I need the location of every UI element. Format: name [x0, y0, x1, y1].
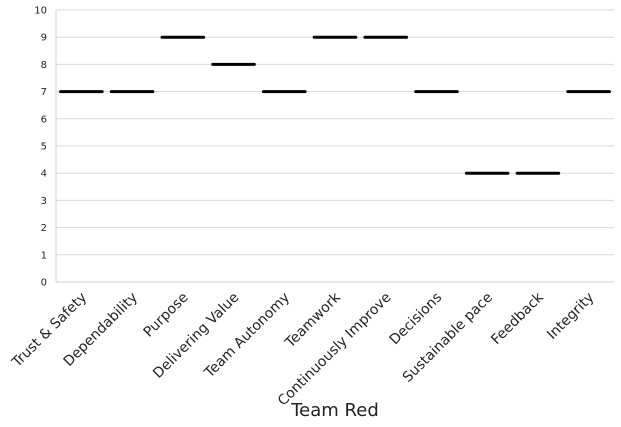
x-tick-label: Feedback [488, 289, 547, 348]
x-tick-label: Team Autonomy [201, 290, 293, 382]
y-tick-labels: 0 1 2 3 4 5 6 7 8 9 10 [34, 6, 47, 289]
y-tick-label: 5 [41, 142, 47, 153]
x-tick-label: Purpose [141, 290, 192, 341]
median-lines [59, 35, 611, 175]
x-tick-label: Integrity [544, 290, 597, 343]
y-tick-label: 3 [41, 196, 47, 207]
y-tick-label: 2 [41, 223, 47, 234]
y-tick-label: 9 [41, 33, 47, 44]
gridlines [56, 9, 614, 256]
x-tick-label: Delivering Value [150, 290, 242, 382]
axes [55, 10, 614, 283]
y-tick-label: 1 [41, 250, 47, 261]
x-axis-label: Team Red [290, 400, 379, 421]
x-tick-label: Sustainable pace [400, 290, 496, 386]
y-tick-label: 4 [41, 169, 47, 180]
y-tick-label: 7 [41, 87, 47, 98]
y-tick-label: 6 [41, 114, 47, 125]
y-tick-label: 0 [41, 278, 47, 289]
y-tick-label: 10 [34, 6, 47, 17]
y-tick-label: 8 [41, 60, 47, 71]
